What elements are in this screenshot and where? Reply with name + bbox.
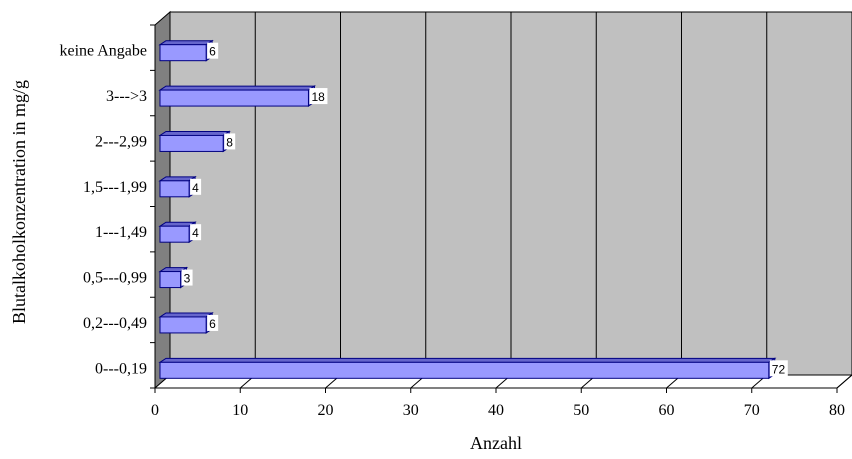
value-label-bg	[207, 42, 219, 59]
value-label-bg	[224, 133, 236, 150]
axes	[150, 24, 838, 393]
value-label-bg	[207, 314, 219, 331]
bar-front	[159, 316, 207, 334]
bar-4: 4	[158, 175, 202, 198]
bar-top	[158, 312, 214, 318]
bar-front	[159, 89, 309, 107]
value-label: 4	[192, 226, 199, 240]
bar-1: 6	[158, 39, 219, 62]
x-tick-labels: 0 10 20 30 40 50 60 70 80	[151, 402, 845, 419]
bar-7: 6	[158, 312, 219, 334]
x-tick-label: 20	[318, 402, 334, 419]
value-label-bg	[309, 88, 328, 105]
y-tick-label: 1,5---1,99	[83, 179, 147, 196]
floor-gridline	[836, 374, 852, 389]
value-label: 6	[209, 45, 216, 59]
bar-front	[159, 271, 182, 289]
bar-top	[158, 357, 777, 363]
x-axis-title: Anzahl	[470, 433, 522, 453]
value-label: 72	[772, 362, 786, 376]
x-tick-label: 60	[659, 402, 675, 419]
bar-top	[158, 40, 214, 46]
value-label: 3	[184, 272, 191, 286]
bar-top	[158, 130, 231, 136]
bar-front	[159, 180, 190, 198]
y-tick-label: 2---2,99	[95, 133, 147, 150]
y-axis-title: Blutalkoholkonzentration in mg/g	[9, 80, 29, 324]
x-tick-label: 0	[151, 402, 159, 419]
bar-front	[159, 44, 207, 62]
value-label-bg	[190, 178, 202, 195]
x-tick-label: 10	[232, 402, 248, 419]
bar-front	[159, 225, 190, 243]
bar-5: 4	[158, 221, 202, 244]
x-tick-label: 50	[573, 402, 589, 419]
y-tick-label: 0---0,19	[95, 360, 147, 377]
value-label-bg	[181, 269, 193, 286]
x-tick-label: 30	[403, 402, 419, 419]
value-label: 8	[226, 135, 233, 149]
y-tick-label: 0,2---0,49	[83, 315, 147, 332]
bar-3: 8	[158, 130, 236, 153]
x-tick-label: 80	[829, 402, 845, 419]
bars: 6 18 8 4 4 3 6 72	[158, 39, 788, 380]
x-tick-label: 40	[488, 402, 504, 419]
value-label-bg	[769, 360, 788, 377]
bar-front	[159, 361, 770, 379]
y-tick-label: keine Angabe	[59, 43, 147, 60]
x-tick-label: 70	[744, 402, 760, 419]
y-tick-label: 0,5---0,99	[83, 270, 147, 287]
value-label-bg	[190, 224, 202, 241]
value-label: 6	[209, 317, 216, 331]
y-tick-labels: keine Angabe 3--->3 2---2,99 1,5---1,99 1---…	[59, 43, 147, 378]
bar-top	[158, 85, 317, 91]
value-label: 18	[311, 90, 325, 104]
bar-2: 18	[158, 85, 328, 107]
bar-front	[159, 134, 224, 152]
bar-6: 3	[158, 266, 193, 289]
y-tick-label: 1---1,49	[95, 224, 147, 241]
y-tick-label: 3--->3	[106, 88, 147, 105]
bar-8: 72	[158, 357, 788, 380]
value-label: 4	[192, 181, 199, 195]
